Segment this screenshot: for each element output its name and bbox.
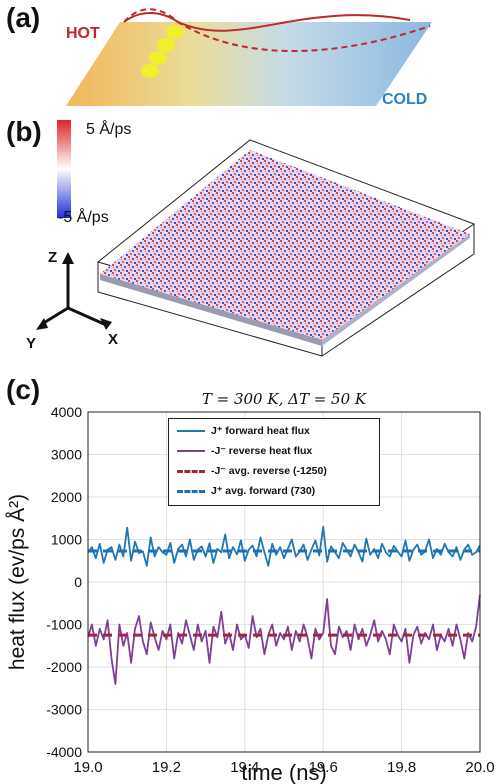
defect-dot	[149, 51, 167, 65]
legend-swatch	[177, 450, 205, 452]
graphene-sheet-edge	[100, 274, 322, 346]
ripple-wave-solid	[123, 12, 411, 32]
defect-dot	[166, 25, 184, 39]
x-tick-label: 19.6	[309, 759, 338, 776]
legend-entry: J⁺ avg. forward (730)	[177, 482, 315, 500]
x-tick-label: 19.4	[230, 759, 259, 776]
y-tick-label: -1000	[46, 617, 82, 633]
x-tick-label: 19.0	[73, 759, 102, 776]
x-tick-label: 20.0	[465, 759, 494, 776]
y-tick-label: 1000	[51, 532, 82, 548]
colorbar-min-label: -5 Å/ps	[58, 207, 109, 226]
x-tick-label: 19.8	[387, 759, 416, 776]
graphene-sheet-edge-right	[322, 234, 470, 346]
legend-swatch	[177, 489, 205, 493]
y-tick-label: -2000	[46, 659, 82, 675]
y-axis-label: Y	[26, 335, 36, 352]
series-line-1	[87, 594, 481, 685]
legend-swatch	[177, 430, 205, 432]
x-arrow-icon	[100, 318, 112, 330]
simulation-box-edges-right	[321, 224, 475, 357]
x-axis	[67, 306, 105, 326]
y-tick-label: 0	[74, 574, 82, 590]
x-axis-title: time (ns)	[241, 760, 327, 784]
panel-c-label: (c)	[6, 374, 41, 405]
z-axis-label: Z	[48, 249, 57, 266]
cold-label: COLD	[382, 91, 427, 108]
legend-label: -J⁻ avg. reverse (-1250)	[211, 465, 327, 477]
x-axis-label: X	[108, 331, 118, 348]
panel-a-label: (a)	[6, 2, 41, 33]
legend-entry: -J⁻ avg. reverse (-1250)	[177, 462, 327, 480]
tick-layer: 19.0 19.2 19.4 19.6 19.8 20.0 4000 3000 2000 1000…	[46, 404, 494, 776]
y-axis-title: heat flux (ev/ps Å²)	[6, 494, 29, 670]
series-layer	[87, 525, 481, 685]
chart-title: T = 300 K, ΔT = 50 K	[202, 390, 367, 408]
legend-entry: -J⁻ reverse heat flux	[177, 442, 312, 460]
legend-label: J⁺ forward heat flux	[211, 425, 310, 437]
y-tick-label: 3000	[51, 447, 82, 463]
ripple-wave-dashed	[123, 8, 431, 52]
legend-label: -J⁻ reverse heat flux	[211, 445, 313, 457]
panel-b-label: (b)	[6, 116, 42, 147]
legend-swatch	[177, 469, 205, 473]
defect-dot	[141, 64, 159, 78]
colorbar-max-label: 5 Å/ps	[86, 119, 131, 138]
y-arrow-icon	[36, 318, 48, 330]
y-tick-label: 2000	[51, 489, 82, 505]
chart-legend: J⁺ forward heat flux -J⁻ reverse heat fl…	[168, 418, 380, 506]
z-arrow-icon	[62, 252, 74, 264]
y-tick-label: -4000	[46, 744, 82, 760]
y-tick-label: 4000	[51, 404, 82, 420]
defect-dot	[157, 38, 175, 52]
plot-frame	[87, 411, 481, 753]
legend-entry: J⁺ forward heat flux	[177, 422, 310, 440]
panel-a-schematic: HOT COLD	[66, 8, 432, 108]
series-line-0	[87, 525, 481, 567]
graphene-sheet	[100, 150, 470, 340]
panel-b-schematic: 5 Å/ps -5 Å/ps Z Y X	[26, 119, 476, 357]
legend-label: J⁺ avg. forward (730)	[211, 485, 316, 497]
colorbar	[57, 120, 71, 218]
y-axis	[41, 306, 69, 326]
y-tick-label: -3000	[46, 702, 82, 718]
x-tick-label: 19.2	[152, 759, 181, 776]
hot-label: HOT	[66, 25, 100, 42]
